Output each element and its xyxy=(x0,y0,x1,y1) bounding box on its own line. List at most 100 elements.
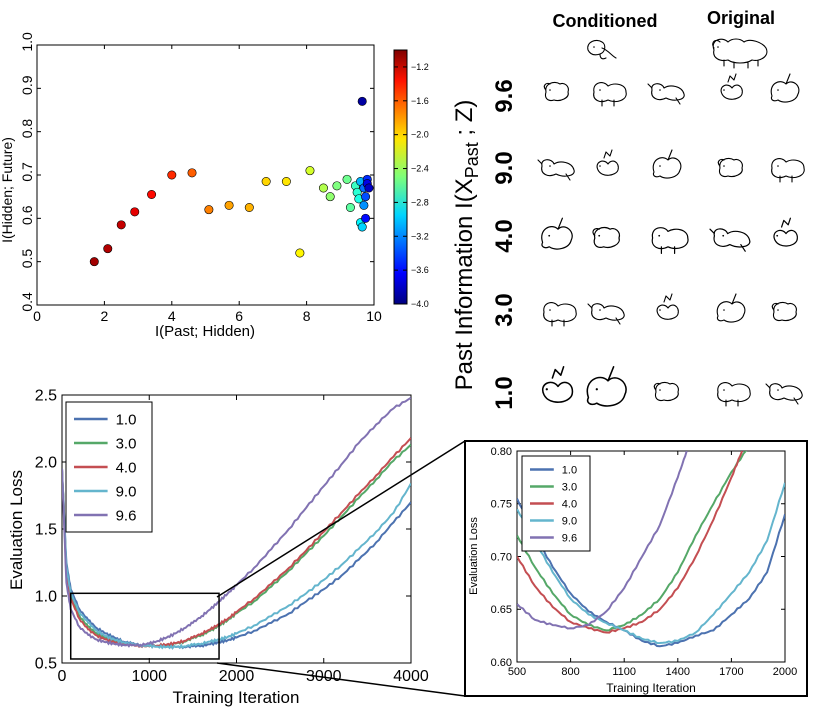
sketch-stroke xyxy=(709,228,751,252)
sketch-drawing xyxy=(765,383,803,405)
scatter-point xyxy=(357,222,367,232)
sketch-grid xyxy=(537,73,805,407)
main-y-label: Evaluation Loss xyxy=(7,470,26,590)
sketch-eye xyxy=(723,89,725,91)
scatter-point xyxy=(130,207,140,217)
sketch-drawing xyxy=(716,293,746,323)
sketch-drawing xyxy=(587,303,625,325)
sketch-drawing xyxy=(647,83,685,105)
sketch-drawing xyxy=(656,293,679,320)
sketch-drawing xyxy=(652,149,682,179)
scatter-x-tick-label: 0 xyxy=(33,308,41,324)
zoom-x-tick-label: 1400 xyxy=(666,666,690,678)
sketch-eye xyxy=(723,309,725,311)
scatter-x-label: I(Past; Hidden) xyxy=(155,323,255,340)
sketch-eye xyxy=(659,89,661,91)
sketch-stroke xyxy=(537,159,575,181)
scatter-points xyxy=(89,96,374,267)
scatter-chart: 0 2 4 6 8 10 0.4 0.5 0.6 0.7 0.8 0.9 1.0 I(Past; Hi… xyxy=(0,32,429,340)
row-label-3-0: 3.0 xyxy=(491,293,518,326)
colorbar-tick-label: −1.2 xyxy=(411,62,429,72)
zoom-legend-label: 9.6 xyxy=(562,532,577,544)
sketch-stroke xyxy=(652,149,682,179)
scatter-x-ticks: 0 2 4 6 8 10 xyxy=(33,45,382,324)
main-y-tick-label: 0.5 xyxy=(35,656,57,673)
sketch-eye xyxy=(599,309,601,311)
scatter-point xyxy=(325,192,335,202)
sketch-stroke xyxy=(656,293,679,320)
main-series-lines xyxy=(62,396,411,650)
sketch-drawing xyxy=(592,226,621,248)
zoom-y-tick-label: 0.80 xyxy=(491,446,512,458)
sketch-eye xyxy=(777,309,779,311)
zoom-legend-label: 9.0 xyxy=(562,515,577,527)
scatter-point xyxy=(281,177,291,187)
sketch-drawing xyxy=(717,157,743,178)
zoom-legend: 1.0 3.0 4.0 9.0 9.6 xyxy=(521,455,591,552)
loss-chart-zoom: 500 800 1100 1400 1700 2000 0.600.650.700.750… xyxy=(464,440,808,697)
sketch-eye xyxy=(549,89,551,91)
zoom-y-tick-label: 0.60 xyxy=(491,657,512,669)
scatter-point xyxy=(147,190,157,200)
scatter-point xyxy=(187,168,197,178)
sketch-eye xyxy=(549,165,551,167)
main-legend-label: 1.0 xyxy=(116,411,137,428)
scatter-y-ticks: 0.4 0.5 0.6 0.7 0.8 0.9 1.0 xyxy=(19,32,374,312)
sketch-drawing xyxy=(596,149,619,176)
sketch-eye xyxy=(659,309,661,311)
colorbar-tick-label: −2.4 xyxy=(411,164,429,174)
sketch-stroke xyxy=(765,383,803,405)
sketch-stroke xyxy=(771,158,805,183)
sketch-stroke xyxy=(543,81,569,102)
sketch-drawing xyxy=(593,82,627,107)
zoom-series-3-0 xyxy=(517,451,748,632)
sketch-stroke xyxy=(593,82,627,107)
colorbar xyxy=(393,49,408,305)
scatter-plot-area xyxy=(36,44,375,306)
row-label-9-6: 9.6 xyxy=(491,79,518,112)
sketch-drawing xyxy=(651,227,689,255)
scatter-point xyxy=(318,183,328,193)
scatter-point xyxy=(261,177,271,187)
scatter-point xyxy=(342,174,352,184)
scatter-point xyxy=(361,192,371,202)
sketch-stroke xyxy=(773,217,798,247)
zoom-x-tick-label: 500 xyxy=(508,666,526,678)
sketch-stroke xyxy=(651,227,689,255)
scatter-y-tick-label: 0.5 xyxy=(19,249,35,269)
scatter-point xyxy=(89,257,99,267)
scatter-point xyxy=(357,96,367,106)
main-series-9-0 xyxy=(62,468,411,650)
header-conditioned: Conditioned xyxy=(553,11,658,31)
sketch-eye xyxy=(595,388,598,391)
scatter-y-tick-label: 1.0 xyxy=(19,32,35,52)
sketch-eye xyxy=(659,389,661,391)
scatter-point xyxy=(305,166,315,176)
sketch-drawing xyxy=(543,302,577,327)
sketch-stroke xyxy=(720,73,743,100)
zoom-x-tick-label: 1700 xyxy=(719,666,743,678)
sketch-stroke xyxy=(592,226,621,248)
scatter-point xyxy=(103,244,113,254)
loss-chart-main: 01000200030004000 0.51.01.52.02.5 Traini… xyxy=(7,388,429,707)
scatter-y-tick-label: 0.9 xyxy=(19,75,35,95)
sketch-panel: Conditioned Original Past Information I(… xyxy=(451,8,805,410)
scatter-point xyxy=(332,181,342,191)
sketch-stroke xyxy=(541,366,574,403)
sketch-drawing xyxy=(709,228,751,252)
sketch-eye xyxy=(599,89,601,91)
main-legend-label: 9.6 xyxy=(116,507,137,524)
colorbar-tick-label: −1.6 xyxy=(411,96,429,106)
sketch-eye xyxy=(777,89,779,91)
sketch-eye xyxy=(598,234,601,237)
sketch-drawing xyxy=(537,159,575,181)
zoom-x-tick-label: 800 xyxy=(561,666,579,678)
sketch-eye xyxy=(777,165,779,167)
sketch-stroke xyxy=(717,382,751,407)
scatter-point xyxy=(224,200,234,210)
sketch-drawing xyxy=(586,366,627,407)
sketch-eye xyxy=(723,165,725,167)
sketch-stroke xyxy=(541,217,573,250)
zoom-x-tick-label: 1100 xyxy=(612,666,636,678)
